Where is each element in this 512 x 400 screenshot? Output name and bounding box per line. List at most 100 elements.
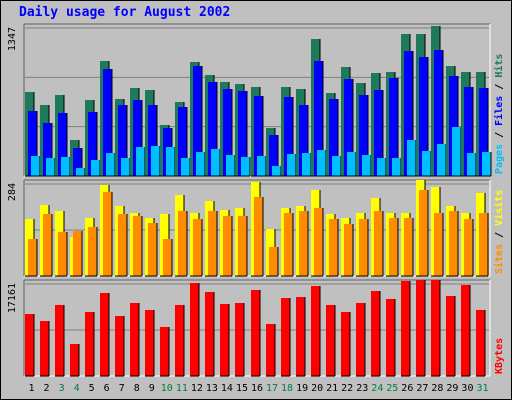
bar-files-day-3 xyxy=(58,113,67,176)
x-tick-label-24: 24 xyxy=(371,383,383,394)
y-max-label-kbytes: 17161 xyxy=(7,283,18,313)
bar-pages-day-4 xyxy=(76,168,85,176)
bar-kbytes-day-2 xyxy=(40,321,49,376)
bar-sites-day-13 xyxy=(208,211,217,276)
bar-sites-day-24 xyxy=(374,211,383,276)
bar-files-day-28 xyxy=(434,50,443,176)
bar-kbytes-day-31 xyxy=(476,310,485,376)
bar-kbytes-day-3 xyxy=(55,305,64,376)
bar-sites-day-22 xyxy=(344,224,353,276)
bar-pages-day-23 xyxy=(362,155,371,176)
x-tick-label-28: 28 xyxy=(431,383,443,394)
x-tick-label-18: 18 xyxy=(281,383,293,394)
x-tick-label-14: 14 xyxy=(221,383,233,394)
legend-part-hits-files-pages-4: Hits xyxy=(493,54,505,78)
bar-files-day-13 xyxy=(208,82,217,176)
bar-files-day-8 xyxy=(133,100,142,176)
x-tick-label-8: 8 xyxy=(134,383,140,394)
x-tick-label-27: 27 xyxy=(416,383,428,394)
x-tick-label-9: 9 xyxy=(149,383,155,394)
bar-kbytes-day-20 xyxy=(311,286,320,376)
bar-sites-day-25 xyxy=(389,218,398,276)
bar-sites-day-30 xyxy=(464,219,473,276)
bar-pages-day-21 xyxy=(332,156,341,176)
bar-pages-day-27 xyxy=(422,151,431,176)
bar-files-day-27 xyxy=(419,57,428,176)
bar-sites-day-11 xyxy=(178,211,187,276)
bar-files-day-18 xyxy=(284,97,293,176)
x-tick-label-15: 15 xyxy=(236,383,248,394)
bar-files-day-7 xyxy=(118,105,127,176)
bar-kbytes-day-18 xyxy=(281,298,290,376)
bar-files-day-11 xyxy=(178,107,187,176)
bar-kbytes-day-9 xyxy=(145,310,154,376)
bar-pages-day-17 xyxy=(272,166,281,176)
bar-files-day-29 xyxy=(449,76,458,176)
x-tick-label-7: 7 xyxy=(119,383,125,394)
x-tick-label-20: 20 xyxy=(311,383,323,394)
bar-kbytes-day-1 xyxy=(25,314,34,376)
bar-sites-day-23 xyxy=(359,219,368,276)
x-tick-label-22: 22 xyxy=(341,383,353,394)
bar-kbytes-day-6 xyxy=(100,293,109,376)
x-tick-label-16: 16 xyxy=(251,383,263,394)
x-tick-label-26: 26 xyxy=(401,383,413,394)
x-tick-label-6: 6 xyxy=(104,383,110,394)
bar-files-day-1 xyxy=(28,111,37,176)
x-tick-label-3: 3 xyxy=(59,383,65,394)
bar-files-day-19 xyxy=(299,105,308,176)
bar-pages-day-11 xyxy=(181,158,190,176)
bar-sites-day-18 xyxy=(284,213,293,276)
bar-files-day-17 xyxy=(269,135,278,176)
legend-part-hits-files-pages-3: / xyxy=(494,78,505,96)
bar-kbytes-day-22 xyxy=(341,312,350,376)
bar-sites-day-1 xyxy=(28,239,37,276)
y-max-label-visits-sites: 284 xyxy=(7,183,18,201)
bar-files-day-25 xyxy=(389,78,398,176)
bar-pages-day-14 xyxy=(226,155,235,176)
chart-title: Daily usage for August 2002 xyxy=(19,5,231,20)
bar-pages-day-7 xyxy=(121,158,130,176)
bar-kbytes-day-8 xyxy=(130,303,139,376)
bar-sites-day-9 xyxy=(148,223,157,276)
bar-pages-day-2 xyxy=(46,158,55,176)
bar-pages-day-29 xyxy=(452,127,461,176)
bar-pages-day-12 xyxy=(196,152,205,176)
bar-kbytes-day-13 xyxy=(205,292,214,376)
bar-sites-day-6 xyxy=(103,192,112,276)
bar-kbytes-day-10 xyxy=(160,327,169,376)
bar-kbytes-day-14 xyxy=(220,304,229,376)
x-tick-label-5: 5 xyxy=(89,383,95,394)
legend-part-visits-sites-2: Visits xyxy=(493,190,505,226)
bar-pages-day-25 xyxy=(392,158,401,176)
bar-kbytes-day-23 xyxy=(356,303,365,376)
x-tick-label-2: 2 xyxy=(44,383,50,394)
bar-kbytes-day-17 xyxy=(266,324,275,376)
bar-sites-day-10 xyxy=(163,239,172,276)
legend-part-hits-files-pages-1: / xyxy=(494,126,505,144)
bar-files-day-12 xyxy=(193,66,202,176)
bar-files-day-30 xyxy=(464,87,473,176)
bar-kbytes-day-7 xyxy=(115,316,124,376)
bar-sites-day-27 xyxy=(419,190,428,276)
bar-sites-day-16 xyxy=(254,197,263,276)
bar-kbytes-day-15 xyxy=(235,303,244,376)
bar-pages-day-24 xyxy=(377,158,386,176)
bar-sites-day-29 xyxy=(449,211,458,276)
bar-kbytes-day-30 xyxy=(461,285,470,376)
bar-pages-day-19 xyxy=(302,153,311,176)
bar-kbytes-day-5 xyxy=(85,312,94,376)
x-tick-label-25: 25 xyxy=(386,383,398,394)
bar-pages-day-18 xyxy=(287,154,296,176)
x-tick-label-30: 30 xyxy=(461,383,473,394)
bar-sites-day-7 xyxy=(118,214,127,276)
bar-pages-day-26 xyxy=(407,140,416,176)
x-tick-label-1: 1 xyxy=(29,383,35,394)
bar-sites-day-2 xyxy=(43,214,52,276)
bar-files-day-2 xyxy=(43,123,52,176)
bar-files-day-6 xyxy=(103,69,112,176)
bar-files-day-24 xyxy=(374,90,383,176)
x-tick-label-21: 21 xyxy=(326,383,338,394)
bar-kbytes-day-12 xyxy=(190,283,199,376)
